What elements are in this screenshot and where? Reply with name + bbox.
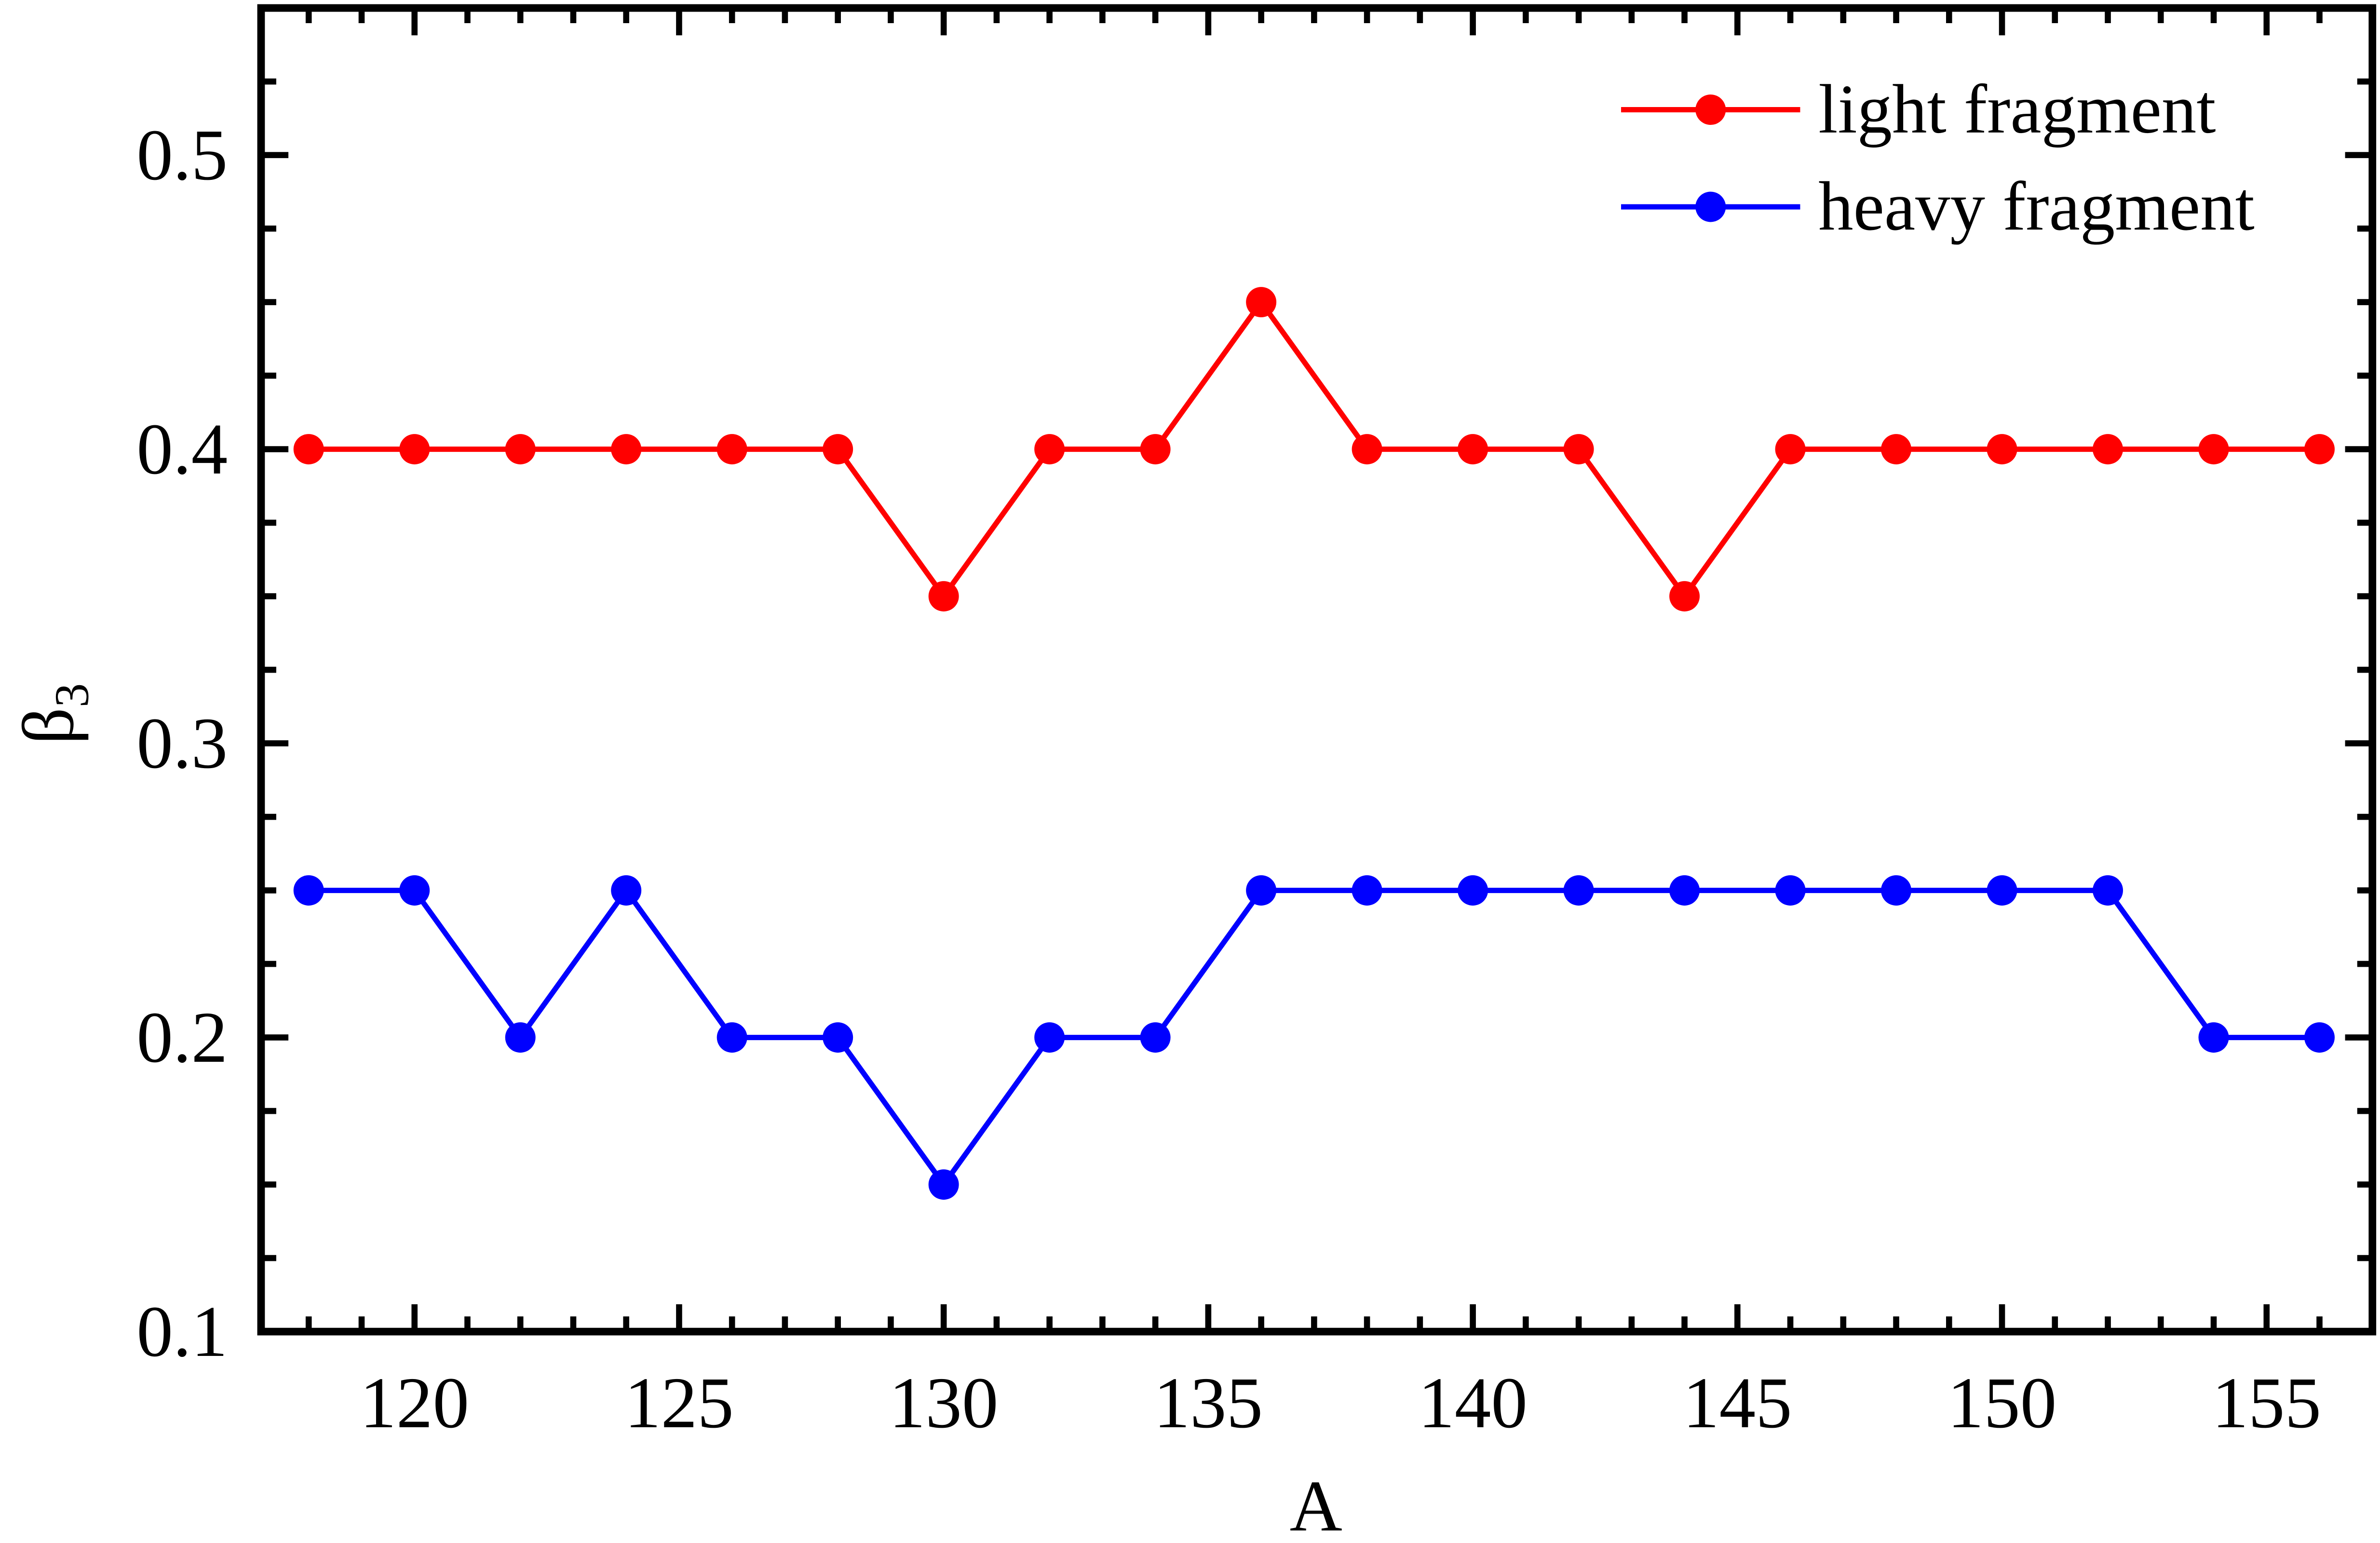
heavy-fragment-point (1352, 875, 1382, 906)
x-tick-label: 155 (2212, 1362, 2321, 1443)
x-tick-label: 150 (1947, 1362, 2057, 1443)
plot-frame (257, 4, 2377, 1336)
light-fragment-line (309, 298, 2320, 601)
heavy-fragment-point (505, 1022, 536, 1053)
y-tick-labels: 0.1 0.2 0.3 0.4 0.5 (136, 114, 228, 1372)
light-fragment-point (399, 434, 430, 465)
light-fragment-point (505, 434, 536, 465)
light-fragment-point (1563, 434, 1594, 465)
series-layer (293, 287, 2335, 1200)
light-fragment-point (2304, 434, 2335, 465)
heavy-fragment-point (928, 1169, 959, 1200)
heavy-fragment-point (1140, 1022, 1171, 1053)
heavy-fragment-point (1669, 875, 1700, 906)
heavy-fragment-legend-marker (1695, 191, 1726, 222)
y-tick-label: 0.1 (136, 1291, 228, 1372)
heavy-fragment-point (1775, 875, 1806, 906)
heavy-fragment-point (2093, 875, 2123, 906)
light-fragment-point (1775, 434, 1806, 465)
light-fragment-point (1987, 434, 2017, 465)
x-tick-label: 120 (360, 1362, 469, 1443)
heavy-fragment-point (1246, 875, 1277, 906)
heavy-fragment-point (399, 875, 430, 906)
x-tick-label: 130 (889, 1362, 999, 1443)
light-fragment-point (928, 581, 959, 612)
x-axis-label: A (1290, 1465, 1342, 1543)
heavy-fragment-point (2198, 1022, 2229, 1053)
heavy-fragment-point (823, 1022, 853, 1053)
light-fragment-point (1881, 434, 1912, 465)
light-fragment-point (1458, 434, 1488, 465)
light-fragment-point (1669, 581, 1700, 612)
legend: light fragment heavy fragment (1621, 71, 2255, 245)
y-tick-label: 0.2 (136, 997, 228, 1078)
heavy-fragment-point (2304, 1022, 2335, 1053)
heavy-fragment-point (1563, 875, 1594, 906)
y-tick-label: 0.4 (136, 408, 228, 489)
light-fragment-point (1352, 434, 1382, 465)
light-fragment-point (823, 434, 853, 465)
light-fragment-point (1140, 434, 1171, 465)
x-tick-label: 135 (1154, 1362, 1263, 1443)
light-fragment-point (717, 434, 747, 465)
heavy-fragment-point (1881, 875, 1912, 906)
heavy-fragment-point (611, 875, 642, 906)
light-fragment-legend-label: light fragment (1818, 71, 2216, 148)
light-fragment-point (611, 434, 642, 465)
y-axis-label: β3 (8, 683, 98, 744)
x-tick-label: 125 (624, 1362, 734, 1443)
heavy-fragment-legend-label: heavy fragment (1818, 168, 2255, 245)
light-fragment-point (2093, 434, 2123, 465)
x-tick-label: 140 (1418, 1362, 1528, 1443)
heavy-fragment-line (309, 886, 2320, 1190)
y-tick-label: 0.3 (136, 703, 228, 784)
light-fragment-point (1034, 434, 1065, 465)
heavy-fragment-point (293, 875, 324, 906)
light-fragment-point (293, 434, 324, 465)
light-fragment-legend-marker (1695, 95, 1726, 125)
heavy-fragment-point (717, 1022, 747, 1053)
y-tick-label: 0.5 (136, 114, 228, 195)
heavy-fragment-point (1034, 1022, 1065, 1053)
heavy-fragment-point (1458, 875, 1488, 906)
heavy-fragment-point (1987, 875, 2017, 906)
light-fragment-point (2198, 434, 2229, 465)
x-tick-labels: 120 125 130 135 140 145 150 155 (360, 1362, 2321, 1443)
x-tick-label: 145 (1683, 1362, 1792, 1443)
light-fragment-point (1246, 287, 1277, 318)
